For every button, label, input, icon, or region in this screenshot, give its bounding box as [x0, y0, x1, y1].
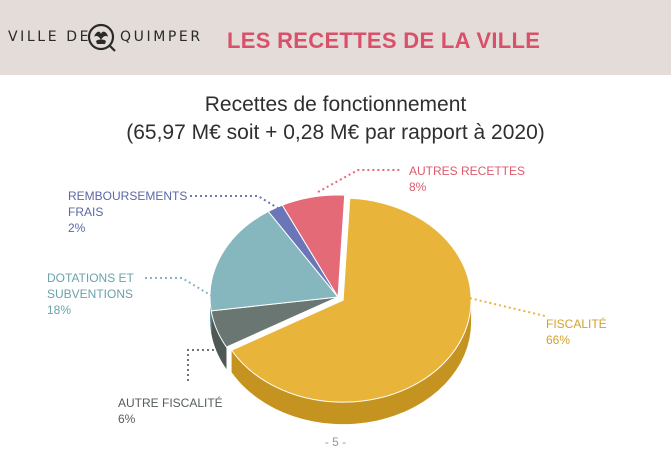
label-dotations-pct: 18% [47, 303, 72, 317]
label-remboursements-line1: REMBOURSEMENTS [68, 189, 188, 203]
label-autres-recettes: AUTRES RECETTES 8% [409, 163, 525, 195]
label-autre-fiscalite-name: AUTRE FISCALITÉ [118, 396, 223, 410]
pie-slice-fiscalite [230, 197, 472, 403]
label-fiscalite-name: FISCALITÉ [546, 317, 607, 331]
leader-line-fiscalite [464, 296, 546, 317]
pie-side-fiscalite [231, 300, 472, 425]
label-remboursements-pct: 2% [68, 221, 86, 235]
page-title: LES RECETTES DE LA VILLE [227, 28, 541, 53]
label-dotations: DOTATIONS ET SUBVENTIONS 18% [47, 270, 134, 318]
label-dotations-line2: SUBVENTIONS [47, 287, 134, 301]
pie-slice-dotations-et-subventions [209, 210, 339, 312]
leader-lines [145, 169, 546, 382]
page-header: VILLE DE QUIMPER LES RECETTES DE LA VILL… [0, 0, 671, 75]
chart-title: Recettes de fonctionnement [204, 93, 467, 116]
label-dotations-line1: DOTATIONS ET [47, 271, 134, 285]
logo-text-right: QUIMPER [120, 29, 203, 45]
leader-line-dotations [145, 277, 213, 297]
label-remboursements-line2: FRAIS [68, 205, 104, 219]
leader-line-autre-fiscalite [187, 349, 214, 382]
quimper-emblem-icon [87, 23, 116, 52]
pie-slice-autres-recettes [281, 194, 346, 299]
leader-line-autres-recettes [317, 169, 400, 193]
label-fiscalite-pct: 66% [546, 333, 571, 347]
leader-line-remboursements [190, 195, 282, 211]
label-autres-recettes-name: AUTRES RECETTES [409, 164, 526, 178]
label-autre-fiscalite-pct: 6% [118, 412, 136, 426]
label-autre-fiscalite: AUTRE FISCALITÉ 6% [118, 395, 223, 427]
label-remboursements: REMBOURSEMENTS FRAIS 2% [68, 188, 187, 236]
label-autres-recettes-pct: 8% [409, 180, 427, 194]
label-fiscalite: FISCALITÉ 66% [546, 316, 607, 348]
pie-top-layer [209, 194, 472, 403]
logo-text-left: VILLE DE [8, 29, 92, 45]
chart-subtitle: (65,97 M€ soit + 0,28 M€ par rapport à 2… [126, 121, 545, 144]
page-number: - 5 - [324, 435, 347, 449]
